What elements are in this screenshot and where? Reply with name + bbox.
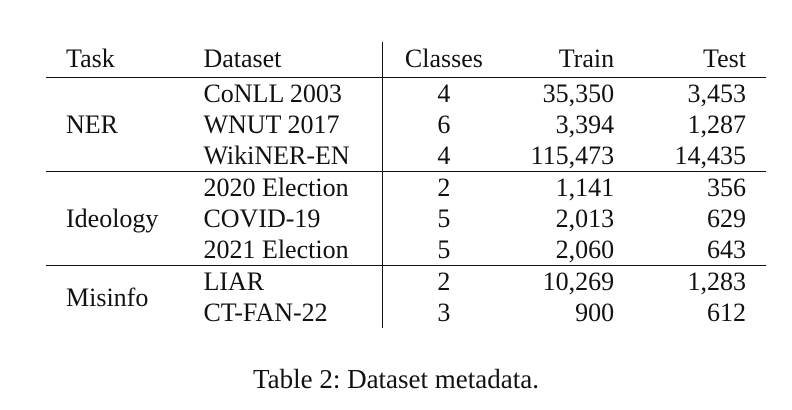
table-row: Misinfo LIAR 2 10,269 1,283 (46, 265, 766, 312)
table-row: WNUT 2017 6 3,394 1,287 (46, 109, 766, 140)
header-row: Task Dataset Classes Train Test (46, 42, 766, 78)
classes-cell: 5 (382, 203, 505, 234)
train-cell: 900 (575, 298, 615, 327)
classes-cell: 3 (382, 297, 505, 328)
test-cell: 643 (614, 234, 766, 266)
train-cell: 115,473 (504, 140, 615, 172)
table-row: NER CoNLL 2003 4 35,350 3,453 (46, 77, 766, 172)
train-cell: 1,141 (555, 173, 615, 202)
dataset-cell: CoNLL 2003 (203, 79, 342, 108)
header-task: Task (46, 42, 204, 78)
group-ideology: Ideology 2020 Election 2 1,141 356 COVID… (46, 171, 766, 266)
classes-cell: 5 (382, 234, 505, 266)
test-cell: 14,435 (614, 140, 766, 172)
classes-cell: 4 (382, 140, 505, 172)
task-cell: NER (46, 77, 204, 172)
table-row: COVID-19 5 2,013 629 (46, 203, 766, 234)
header-classes: Classes (382, 42, 505, 78)
train-cell: 2,060 (504, 234, 615, 266)
test-cell: 1,287 (687, 110, 747, 139)
dataset-cell: LIAR (203, 267, 265, 296)
test-cell: 1,283 (687, 267, 747, 296)
table-row: CT-FAN-22 3 900 612 (46, 297, 766, 328)
dataset-cell: WNUT 2017 (203, 110, 340, 139)
dataset-metadata-table: Task Dataset Classes Train Test NER CoNL… (46, 42, 766, 328)
header-train: Train (504, 42, 615, 78)
dataset-cell: WikiNER-EN (203, 140, 383, 172)
test-cell: 612 (707, 298, 746, 327)
header-dataset: Dataset (203, 42, 383, 78)
classes-cell: 2 (382, 171, 505, 203)
dataset-cell: 2021 Election (203, 234, 383, 266)
dataset-cell: CT-FAN-22 (203, 298, 328, 327)
table-caption: Table 2: Dataset metadata. (253, 364, 539, 394)
test-cell: 356 (707, 173, 746, 202)
group-ner: NER CoNLL 2003 4 35,350 3,453 WNUT 2017 … (46, 77, 766, 172)
classes-cell: 2 (382, 265, 505, 297)
group-misinfo: Misinfo LIAR 2 10,269 1,283 CT-FAN-22 3 … (46, 265, 766, 328)
task-cell: Misinfo (66, 282, 149, 312)
dataset-cell: 2020 Election (203, 173, 349, 202)
train-cell: 3,394 (555, 110, 615, 139)
dataset-metadata-table-wrapper: Task Dataset Classes Train Test NER CoNL… (46, 42, 766, 328)
train-cell: 2,013 (555, 204, 615, 233)
test-cell: 3,453 (687, 79, 747, 108)
classes-cell: 4 (382, 77, 505, 109)
test-cell: 629 (707, 204, 746, 233)
table-row: Ideology 2020 Election 2 1,141 356 (46, 171, 766, 266)
classes-cell: 6 (382, 109, 505, 140)
header-test: Test (614, 42, 766, 78)
table-row: WikiNER-EN 4 115,473 14,435 (46, 140, 766, 172)
table-header: Task Dataset Classes Train Test (46, 42, 766, 78)
dataset-cell: COVID-19 (203, 204, 321, 233)
train-cell: 10,269 (542, 267, 615, 296)
train-cell: 35,350 (542, 79, 615, 108)
table-row: 2021 Election 5 2,060 643 (46, 234, 766, 266)
task-cell: Ideology (46, 171, 204, 266)
